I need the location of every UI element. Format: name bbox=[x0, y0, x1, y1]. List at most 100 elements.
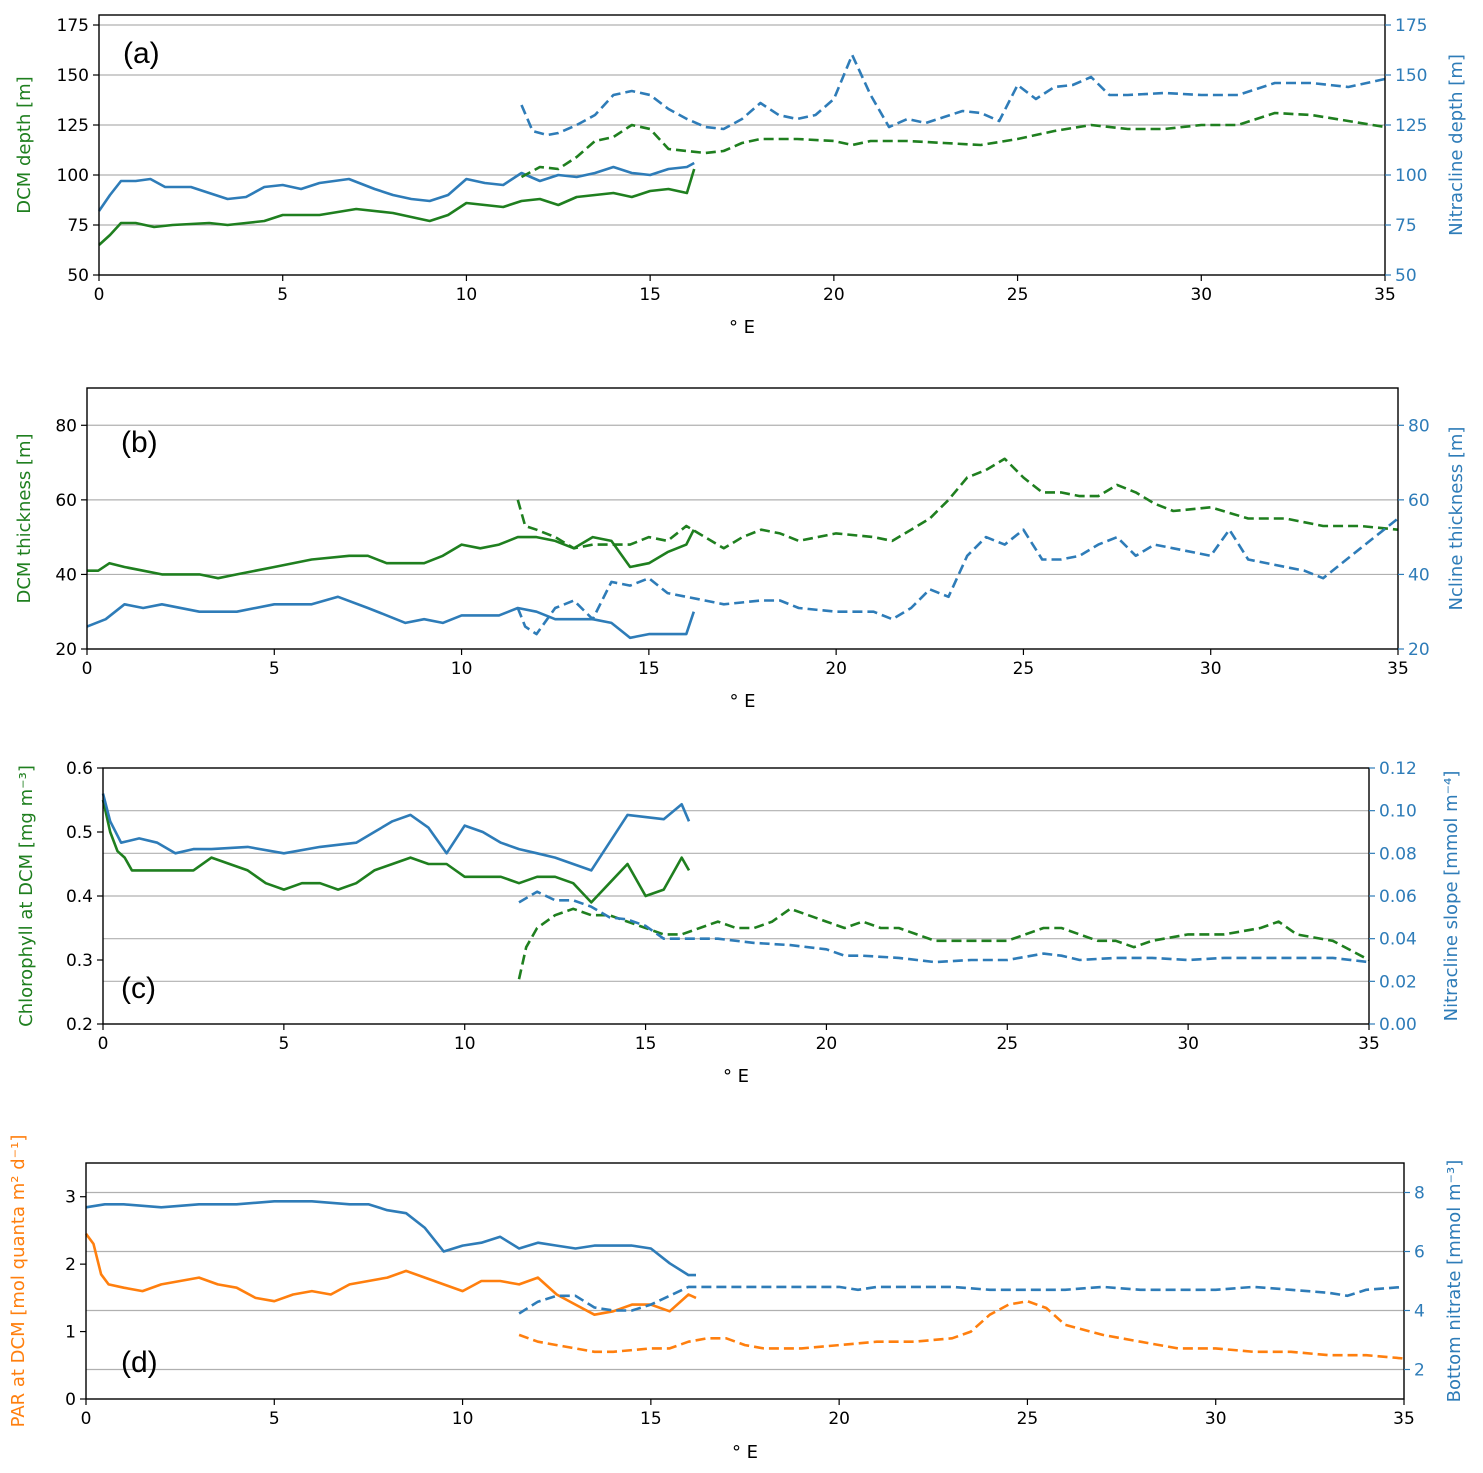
x-tick-label: 10 bbox=[451, 659, 473, 679]
y-left-tick-label: 0.2 bbox=[66, 1015, 93, 1035]
panel-a: 0 5 10 15 20 25 30 3550751001251501755075100125… bbox=[14, 14, 1467, 338]
y-left-tick-label: 0.5 bbox=[66, 823, 93, 843]
x-tick-label: 10 bbox=[456, 285, 478, 305]
panel-label: (b) bbox=[121, 426, 158, 459]
plot-frame bbox=[85, 1162, 1405, 1400]
y-right-tick-label: 0.10 bbox=[1379, 802, 1417, 822]
x-tick-label: 35 bbox=[1387, 659, 1409, 679]
x-tick-label: 30 bbox=[1177, 1034, 1199, 1054]
x-tick-label: 15 bbox=[639, 285, 661, 305]
x-axis-label: ° E bbox=[729, 317, 755, 338]
y-right-tick-label: 6 bbox=[1414, 1243, 1425, 1263]
y-left-tick-label: 150 bbox=[57, 66, 89, 86]
y-left-tick-label: 125 bbox=[57, 116, 89, 136]
x-tick-label: 25 bbox=[996, 1034, 1018, 1054]
y-left-tick-label: 2 bbox=[65, 1255, 76, 1275]
y-right-tick-label: 20 bbox=[1408, 640, 1430, 660]
y-left-tick-label: 175 bbox=[57, 16, 89, 36]
y-right-tick-label: 125 bbox=[1395, 116, 1427, 136]
series-line-green-dashed bbox=[516, 457, 1399, 550]
y-right-axis-label: Nitracline depth [m] bbox=[1446, 54, 1467, 236]
y-right-tick-label: 100 bbox=[1395, 166, 1427, 186]
y-left-tick-label: 0 bbox=[65, 1390, 76, 1410]
x-tick-label: 5 bbox=[269, 659, 280, 679]
y-right-tick-label: 0.04 bbox=[1379, 930, 1417, 950]
x-tick-label: 15 bbox=[635, 1034, 657, 1054]
series-line-green-solid bbox=[87, 529, 695, 580]
x-tick-label: 25 bbox=[1017, 1409, 1039, 1429]
x-tick-label: 20 bbox=[825, 659, 847, 679]
x-tick-label: 20 bbox=[823, 285, 845, 305]
x-tick-label: 0 bbox=[94, 285, 105, 305]
x-tick-label: 15 bbox=[638, 659, 660, 679]
plot-frame bbox=[98, 14, 1386, 276]
y-left-tick-label: 100 bbox=[57, 166, 89, 186]
x-tick-label: 25 bbox=[1007, 285, 1029, 305]
panels-root: 0 5 10 15 20 25 30 3550751001251501755075100125… bbox=[8, 14, 1467, 1463]
x-tick-label: 5 bbox=[278, 1034, 289, 1054]
x-tick-label: 10 bbox=[454, 1034, 476, 1054]
y-left-tick-label: 1 bbox=[65, 1323, 76, 1343]
series-line-orange-solid bbox=[84, 1233, 697, 1316]
y-left-tick-label: 0.6 bbox=[66, 759, 93, 779]
y-left-tick-label: 40 bbox=[55, 565, 77, 585]
y-right-tick-label: 40 bbox=[1408, 565, 1430, 585]
x-tick-label: 0 bbox=[98, 1034, 109, 1054]
x-axis-label: ° E bbox=[729, 691, 755, 712]
y-left-tick-label: 60 bbox=[55, 491, 77, 511]
y-right-tick-label: 60 bbox=[1408, 491, 1430, 511]
panel-c: 0 5 10 15 20 25 30 35 0.2 0.3 0.4 0.5 0.6 0.00 0.02 0.0… bbox=[16, 759, 1462, 1087]
x-tick-label: 15 bbox=[640, 1409, 662, 1429]
x-axis-label: ° E bbox=[723, 1066, 749, 1087]
series-line-blue-solid bbox=[86, 595, 696, 640]
series-line-orange-dashed bbox=[518, 1299, 1405, 1360]
y-right-tick-label: 0.12 bbox=[1379, 759, 1417, 779]
y-right-tick-label: 0.08 bbox=[1379, 844, 1417, 864]
series-line-green-dashed bbox=[520, 111, 1386, 179]
y-left-tick-label: 20 bbox=[55, 640, 77, 660]
panel-label: (c) bbox=[121, 972, 156, 1005]
y-right-tick-label: 75 bbox=[1395, 216, 1417, 236]
y-left-axis-label: DCM depth [m] bbox=[14, 76, 35, 213]
series-line-blue-solid bbox=[85, 1200, 696, 1277]
x-tick-label: 35 bbox=[1358, 1034, 1380, 1054]
series-line-blue-dashed bbox=[518, 1285, 1405, 1315]
panel-label: (a) bbox=[123, 37, 160, 70]
y-left-tick-label: 3 bbox=[65, 1188, 76, 1208]
y-left-tick-label: 0.4 bbox=[66, 887, 93, 907]
x-tick-label: 20 bbox=[828, 1409, 850, 1429]
y-right-tick-label: 150 bbox=[1395, 66, 1427, 86]
x-tick-label: 35 bbox=[1393, 1409, 1415, 1429]
x-tick-label: 0 bbox=[82, 659, 93, 679]
y-left-axis-label: Chlorophyll at DCM [mg m⁻³] bbox=[16, 765, 37, 1027]
y-right-tick-label: 0.06 bbox=[1379, 887, 1417, 907]
x-axis-label: ° E bbox=[732, 1442, 758, 1463]
y-left-tick-label: 0.3 bbox=[66, 951, 93, 971]
y-right-tick-label: 50 bbox=[1395, 266, 1417, 286]
x-tick-label: 5 bbox=[269, 1409, 280, 1429]
series-line-blue-solid bbox=[97, 161, 695, 212]
series-line-blue-dashed bbox=[516, 517, 1399, 636]
series-line-blue-solid bbox=[101, 793, 691, 872]
y-left-axis-label: PAR at DCM [mol quanta m² d⁻¹] bbox=[8, 1135, 29, 1428]
x-tick-label: 5 bbox=[277, 285, 288, 305]
y-right-tick-label: 0.02 bbox=[1379, 972, 1417, 992]
panel-label: (d) bbox=[121, 1346, 158, 1379]
y-left-axis-label: DCM thickness [m] bbox=[14, 433, 35, 603]
series-line-green-solid bbox=[98, 168, 696, 246]
x-tick-label: 30 bbox=[1200, 659, 1222, 679]
x-tick-label: 35 bbox=[1374, 285, 1396, 305]
panel-d: 0 5 10 15 20 25 30 35 0 1 2 3 2 4 6 8 ° E PAR at DCM [mol… bbox=[8, 1135, 1465, 1463]
series-line-green-solid bbox=[101, 799, 691, 904]
x-tick-label: 0 bbox=[81, 1409, 92, 1429]
x-tick-label: 20 bbox=[816, 1034, 838, 1054]
y-right-tick-label: 2 bbox=[1414, 1361, 1425, 1381]
x-tick-label: 30 bbox=[1190, 285, 1212, 305]
x-tick-label: 10 bbox=[452, 1409, 474, 1429]
y-right-tick-label: 175 bbox=[1395, 16, 1427, 36]
plot-frame bbox=[86, 387, 1399, 650]
series-line-blue-dashed bbox=[518, 890, 1370, 964]
y-right-axis-label: Bottom nitrate [mmol m⁻³] bbox=[1444, 1160, 1465, 1403]
